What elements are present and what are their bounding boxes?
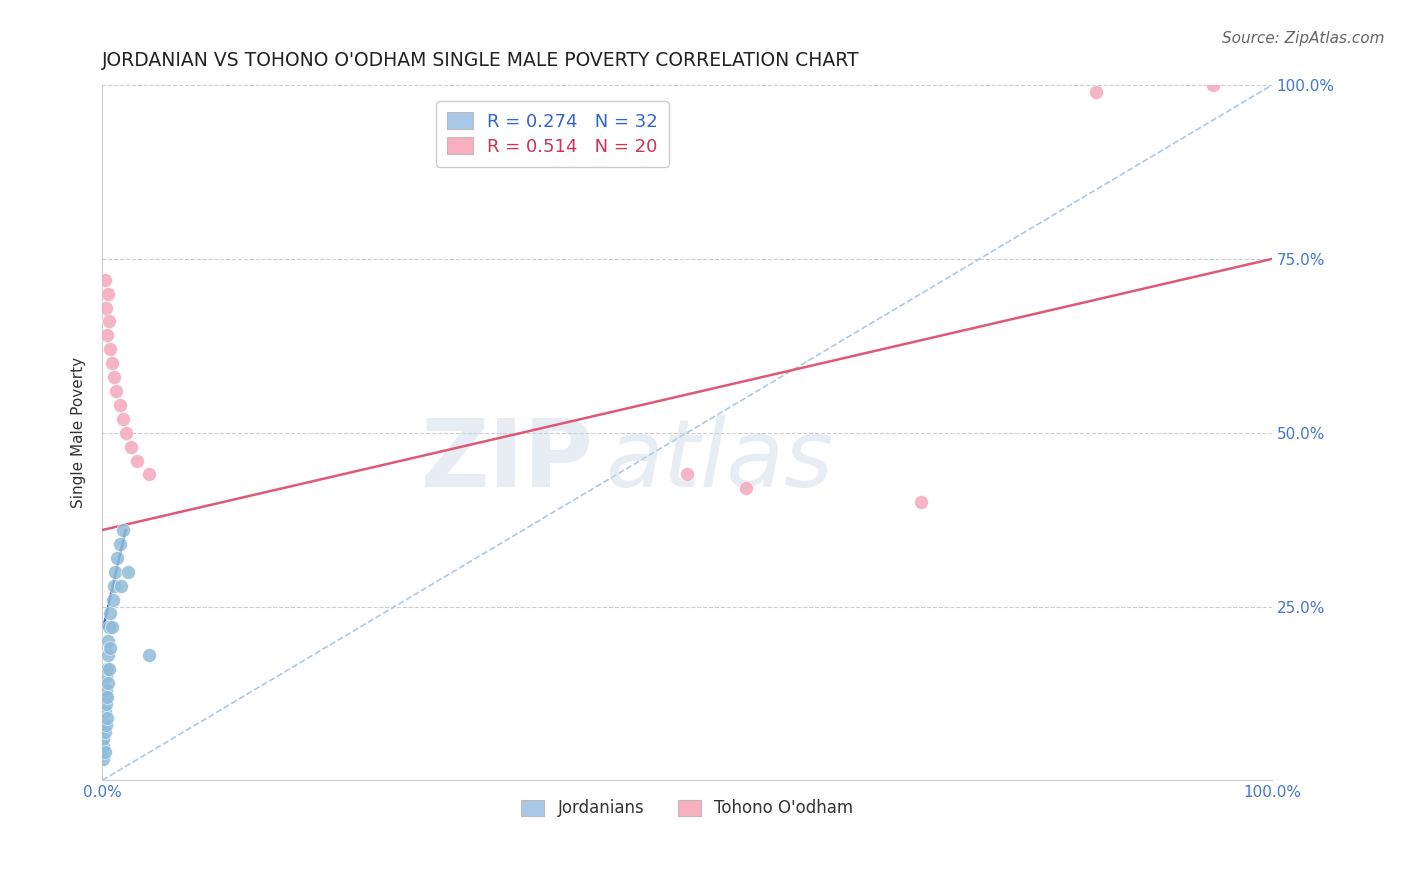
Point	[100, 607, 122, 621]
Point	[100, 343, 122, 357]
Point	[94, 301, 117, 315]
Point	[100, 620, 122, 634]
Point	[138, 467, 160, 482]
Text: ZIP: ZIP	[420, 415, 593, 507]
Point	[93, 704, 115, 718]
Point	[112, 523, 135, 537]
Point	[120, 440, 142, 454]
Point	[97, 676, 120, 690]
Point	[97, 286, 120, 301]
Legend: Jordanians, Tohono O'odham: Jordanians, Tohono O'odham	[515, 793, 860, 824]
Point	[93, 731, 115, 746]
Point	[93, 739, 115, 753]
Point	[110, 579, 132, 593]
Point	[96, 662, 118, 676]
Point	[97, 648, 120, 662]
Point	[96, 711, 118, 725]
Point	[1085, 85, 1108, 99]
Point	[96, 328, 118, 343]
Point	[114, 425, 136, 440]
Point	[108, 398, 131, 412]
Point	[93, 717, 115, 731]
Point	[101, 592, 124, 607]
Y-axis label: Single Male Poverty: Single Male Poverty	[72, 357, 86, 508]
Point	[1202, 78, 1225, 92]
Point	[138, 648, 160, 662]
Point	[104, 565, 127, 579]
Point	[103, 579, 125, 593]
Point	[96, 690, 118, 704]
Point	[93, 690, 115, 704]
Point	[94, 697, 117, 711]
Point	[127, 453, 149, 467]
Point	[93, 273, 115, 287]
Point	[112, 412, 135, 426]
Point	[93, 724, 115, 739]
Point	[93, 752, 115, 766]
Point	[98, 620, 121, 634]
Point	[734, 481, 756, 495]
Point	[98, 314, 121, 328]
Text: Source: ZipAtlas.com: Source: ZipAtlas.com	[1222, 31, 1385, 46]
Point	[108, 537, 131, 551]
Point	[94, 682, 117, 697]
Point	[105, 384, 128, 398]
Point	[103, 370, 125, 384]
Text: atlas: atlas	[605, 415, 834, 506]
Point	[910, 495, 932, 509]
Point	[100, 641, 122, 656]
Point	[94, 717, 117, 731]
Point	[107, 550, 129, 565]
Text: JORDANIAN VS TOHONO O'ODHAM SINGLE MALE POVERTY CORRELATION CHART: JORDANIAN VS TOHONO O'ODHAM SINGLE MALE …	[103, 51, 860, 70]
Point	[676, 467, 699, 482]
Point	[93, 746, 115, 760]
Point	[97, 634, 120, 648]
Point	[94, 669, 117, 683]
Point	[100, 356, 122, 370]
Point	[98, 662, 121, 676]
Point	[117, 565, 139, 579]
